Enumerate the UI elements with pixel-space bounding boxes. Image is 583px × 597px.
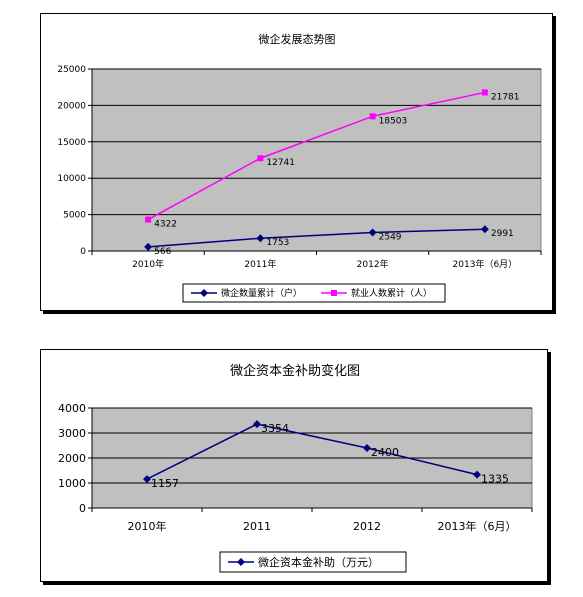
chart2-ytick-label: 1000 <box>58 477 86 490</box>
chart1-data-label: 4322 <box>154 220 177 230</box>
chart2-xtick-label: 2011 <box>243 520 271 533</box>
chart1-ytick-label: 20000 <box>57 101 86 111</box>
chart1-xtick-label: 2011年 <box>244 258 276 270</box>
chart1-xtick-label: 2010年 <box>132 258 164 270</box>
chart-capital-subsidy-svg: 微企资本金补助变化图 0 1000 2000 3000 4000 2010年 2011 2012… <box>58 363 533 573</box>
chart1-series-1-point <box>481 89 488 96</box>
chart1-legend-entry: 微企数量累计（户） <box>221 287 302 299</box>
chart1-series-0-point <box>144 242 153 251</box>
chart1-legend-entry: 就业人数累计（人） <box>351 287 432 299</box>
chart1-data-label: 18503 <box>379 116 408 126</box>
chart1-legend-box <box>182 283 446 303</box>
chart1-series-1-point <box>369 113 376 120</box>
chart2-series-0-point <box>253 420 261 429</box>
chart1-series-0-point <box>256 234 265 243</box>
chart2-ytick-label: 0 <box>79 502 86 515</box>
chart2-legend-box <box>219 551 407 573</box>
chart1-data-label: 21781 <box>491 92 520 102</box>
chart1-data-label: 566 <box>154 247 171 257</box>
chart-employment-trend: 微企发展态势图 0 5000 10000 15000 20000 25000 2010年 201… <box>40 13 553 311</box>
chart1-ytick-label: 5000 <box>63 211 86 221</box>
chart2-title: 微企资本金补助变化图 <box>230 363 360 379</box>
chart1-xtick-label: 2012年 <box>357 258 389 270</box>
chart1-series-line-0 <box>148 228 485 248</box>
chart1-series-1-point <box>145 216 152 223</box>
chart2-legend-marker <box>237 558 245 566</box>
chart-capital-subsidy: 微企资本金补助变化图 0 1000 2000 3000 4000 2010年 2011 2012… <box>40 349 548 582</box>
chart2-series-0-point <box>363 444 371 452</box>
chart2-data-label: 2400 <box>371 446 399 459</box>
chart2-xtick-label: 2012 <box>353 520 381 533</box>
chart-employment-trend-svg: 微企发展态势图 0 5000 10000 15000 20000 25000 2010年 201… <box>57 32 542 303</box>
chart1-data-label: 2991 <box>491 229 514 239</box>
chart2-data-label: 3354 <box>261 422 289 435</box>
chart2-xtick-label: 2010年 <box>128 519 167 533</box>
chart2-data-label: 1157 <box>151 477 179 490</box>
chart1-title: 微企发展态势图 <box>259 32 336 46</box>
chart1-ytick-label: 0 <box>80 247 86 257</box>
chart1-ytick-label: 15000 <box>57 138 86 148</box>
chart1-series-0-point <box>368 228 377 237</box>
chart1-ytick-label: 10000 <box>57 174 86 184</box>
chart1-series-0-point <box>480 225 489 234</box>
chart1-ytick-label: 25000 <box>57 65 86 75</box>
chart2-ytick-label: 2000 <box>58 452 86 465</box>
chart2-data-label: 1335 <box>481 473 509 486</box>
chart1-data-label: 12741 <box>266 158 295 168</box>
chart1-series-1-point <box>257 155 264 162</box>
chart2-xtick-label: 2013年（6月） <box>438 519 517 533</box>
chart2-ytick-label: 4000 <box>58 402 86 415</box>
chart2-series-0-point <box>473 470 481 479</box>
chart2-legend-entry: 微企资本金补助（万元） <box>258 555 379 569</box>
chart1-legend-marker <box>200 289 208 297</box>
chart1-data-label: 1753 <box>266 238 289 248</box>
chart2-ytick-label: 3000 <box>58 427 86 440</box>
chart1-data-label: 2549 <box>379 232 402 242</box>
chart2-series-line-0 <box>146 423 478 480</box>
chart1-legend-marker <box>331 290 337 296</box>
chart2-series-0-point <box>143 475 151 484</box>
chart1-plot-area <box>91 68 542 252</box>
chart1-series-line-1 <box>147 91 486 221</box>
chart1-xtick-label: 2013年（6月） <box>453 258 518 270</box>
